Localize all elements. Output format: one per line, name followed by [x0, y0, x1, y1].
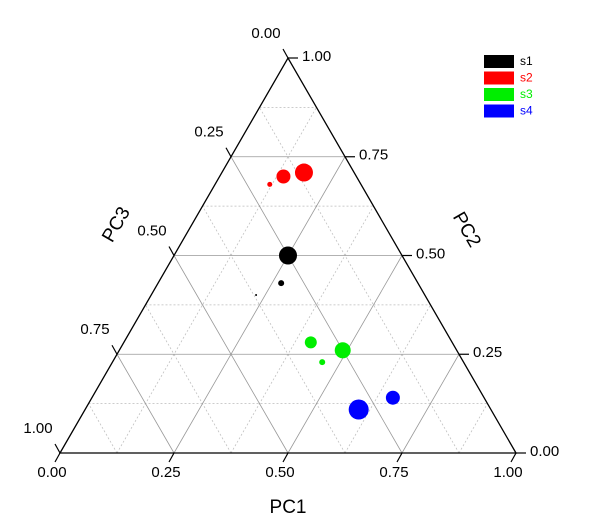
- c-tick-label: 1.00: [23, 420, 52, 437]
- c-tick-label: 0.00: [251, 25, 280, 42]
- c-tick-label: 0.75: [80, 321, 109, 338]
- tick-mark: [54, 452, 61, 463]
- b-tick-label: 0.25: [473, 344, 502, 361]
- data-point: [319, 359, 326, 366]
- data-point: [255, 294, 258, 296]
- data-point: [334, 342, 351, 359]
- grid-line: [401, 354, 460, 454]
- legend-label: s2: [520, 71, 533, 85]
- minor-grid-line: [344, 304, 431, 454]
- data-point: [385, 390, 400, 405]
- b-tick-label: 1.00: [302, 48, 331, 65]
- legend-label: s1: [520, 54, 533, 68]
- grid-line: [230, 156, 403, 454]
- minor-grid-line: [458, 403, 488, 454]
- data-point: [304, 336, 317, 349]
- b-tick-label: 0.00: [530, 443, 559, 460]
- minor-grid-line: [202, 205, 346, 454]
- legend-swatch: [484, 104, 514, 118]
- minor-grid-line: [145, 304, 232, 454]
- legend-swatch: [484, 71, 514, 85]
- a-tick-label: 0.50: [265, 464, 294, 481]
- a-tick-label: 0.25: [151, 464, 180, 481]
- data-point: [279, 246, 297, 265]
- data-point: [276, 169, 291, 184]
- legend-label: s4: [520, 104, 533, 118]
- grid-line: [173, 255, 289, 454]
- data-point: [267, 181, 273, 187]
- data-point: [278, 280, 285, 287]
- grid-line: [116, 354, 175, 454]
- tick-mark: [510, 452, 517, 463]
- a-axis-title: PC1: [270, 497, 307, 518]
- a-tick-label: 1.00: [493, 464, 522, 481]
- tick-mark: [168, 246, 175, 256]
- b-tick-label: 0.50: [416, 245, 445, 262]
- c-axis-title: PC3: [98, 203, 135, 246]
- minor-grid-line: [259, 107, 460, 454]
- legend-swatch: [484, 55, 514, 68]
- tick-mark: [225, 147, 232, 158]
- c-tick-label: 0.50: [137, 222, 166, 239]
- tick-mark: [396, 452, 403, 463]
- tick-mark: [168, 452, 175, 463]
- minor-grid-line: [230, 205, 374, 454]
- legend-swatch: [484, 88, 514, 101]
- a-tick-label: 0.00: [37, 464, 66, 481]
- grid-line: [173, 156, 346, 454]
- tick-mark: [282, 48, 289, 59]
- a-tick-label: 0.75: [379, 464, 408, 481]
- tick-mark: [111, 344, 118, 355]
- minor-grid-line: [88, 403, 118, 454]
- data-point: [294, 163, 313, 182]
- legend-label: s3: [520, 87, 533, 101]
- b-tick-label: 0.75: [359, 147, 388, 164]
- minor-grid-line: [116, 107, 317, 454]
- tick-mark: [54, 443, 61, 454]
- b-axis-title: PC2: [448, 208, 485, 251]
- tick-mark: [282, 452, 289, 463]
- c-tick-label: 0.25: [194, 124, 223, 141]
- data-point: [348, 399, 369, 420]
